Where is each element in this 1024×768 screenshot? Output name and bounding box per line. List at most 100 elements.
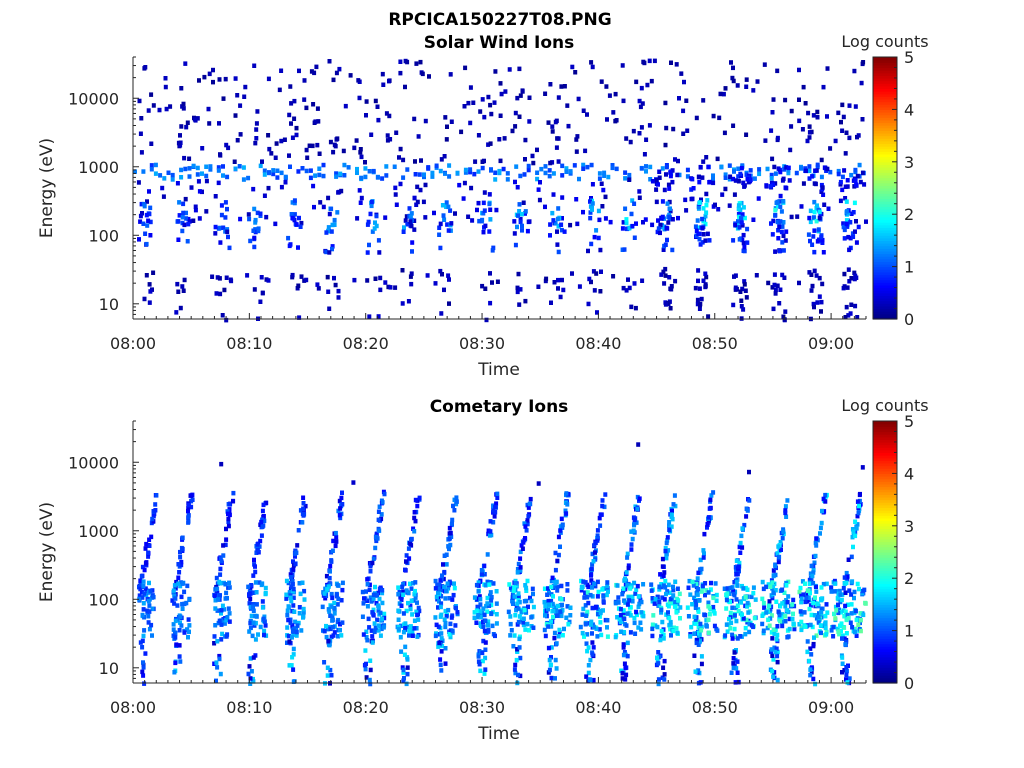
count-cell: [641, 59, 646, 65]
count-cell: [520, 228, 524, 233]
count-cell: [592, 581, 597, 587]
count-cell: [176, 219, 181, 224]
count-cell: [626, 595, 631, 600]
count-cell: [523, 536, 527, 541]
count-cell: [845, 285, 850, 290]
count-cell: [492, 100, 497, 105]
count-cell: [560, 216, 564, 221]
colorbar-swatch: [873, 256, 897, 260]
count-cell: [624, 217, 629, 222]
count-cell: [553, 657, 558, 663]
count-cell: [639, 166, 644, 171]
count-cell: [740, 583, 744, 589]
count-cell: [141, 633, 146, 639]
count-cell: [664, 540, 669, 546]
count-cell: [647, 58, 652, 64]
count-cell: [407, 206, 412, 211]
count-cell: [857, 492, 862, 498]
count-cell: [425, 273, 430, 278]
count-cell: [171, 588, 176, 593]
count-cell: [668, 619, 673, 625]
count-cell: [641, 613, 646, 619]
count-cell: [291, 646, 296, 652]
colorbar-tick-label: 3: [904, 153, 914, 172]
count-cell: [505, 177, 510, 182]
count-cell: [543, 633, 548, 639]
colorbar-swatch: [873, 672, 897, 676]
count-cell: [448, 208, 453, 213]
count-cell: [620, 671, 625, 676]
colorbar-swatch: [873, 292, 897, 297]
count-cell: [216, 165, 221, 170]
count-cell: [290, 655, 295, 660]
count-cell: [547, 173, 552, 179]
colorbar-swatch: [873, 507, 897, 511]
count-cell: [665, 237, 669, 243]
count-cell: [447, 632, 452, 637]
colorbar-swatch: [873, 478, 897, 482]
x-tick-label: 08:10: [226, 334, 272, 353]
count-cell: [555, 584, 560, 590]
count-cell: [594, 271, 599, 276]
count-cell: [613, 118, 618, 124]
count-cell: [711, 176, 715, 182]
count-cell: [785, 608, 789, 613]
colorbar-swatch: [873, 159, 897, 163]
count-cell: [753, 597, 758, 602]
count-cell: [213, 606, 218, 611]
count-cell: [522, 521, 527, 526]
count-cell: [749, 594, 754, 600]
count-cell: [366, 219, 371, 225]
count-cell: [321, 173, 326, 179]
count-cell: [556, 534, 561, 540]
count-cell: [595, 594, 600, 599]
count-cell: [143, 546, 148, 551]
count-cell: [266, 185, 271, 191]
count-cell: [775, 659, 780, 665]
count-cell: [248, 238, 253, 244]
count-cell: [370, 610, 375, 615]
count-cell: [649, 582, 654, 587]
count-cell: [740, 212, 745, 217]
count-cell: [624, 570, 629, 575]
count-cell: [215, 275, 220, 280]
count-cell: [410, 249, 414, 254]
count-cell: [375, 617, 380, 623]
count-cell: [657, 602, 662, 608]
count-cell: [290, 608, 295, 614]
count-cell: [181, 106, 186, 111]
count-cell: [586, 670, 591, 676]
count-cell: [586, 248, 590, 254]
count-cell: [697, 231, 702, 237]
count-cell: [397, 155, 401, 160]
count-cell: [495, 279, 500, 284]
count-cell: [513, 581, 518, 586]
count-cell: [364, 589, 368, 594]
count-cell: [247, 592, 251, 597]
count-cell: [442, 617, 447, 622]
count-cell: [762, 605, 767, 610]
count-cell: [535, 170, 540, 175]
count-cell: [433, 615, 438, 620]
count-cell: [489, 611, 494, 617]
count-cell: [697, 237, 702, 242]
count-cell: [461, 196, 466, 201]
count-cell: [813, 168, 818, 173]
count-cell: [844, 677, 848, 682]
count-cell: [590, 182, 595, 187]
count-cell: [246, 175, 251, 181]
count-cell: [667, 520, 672, 525]
count-cell: [407, 633, 411, 638]
count-cell: [725, 629, 730, 634]
count-cell: [543, 91, 548, 96]
count-cell: [818, 525, 823, 531]
count-cell: [400, 584, 405, 590]
count-cell: [844, 639, 849, 645]
count-cell: [661, 225, 666, 230]
count-cell: [148, 289, 153, 294]
count-cell: [811, 567, 816, 573]
count-cell: [661, 583, 666, 588]
count-cell: [543, 204, 547, 210]
colorbar-swatch: [873, 457, 897, 461]
